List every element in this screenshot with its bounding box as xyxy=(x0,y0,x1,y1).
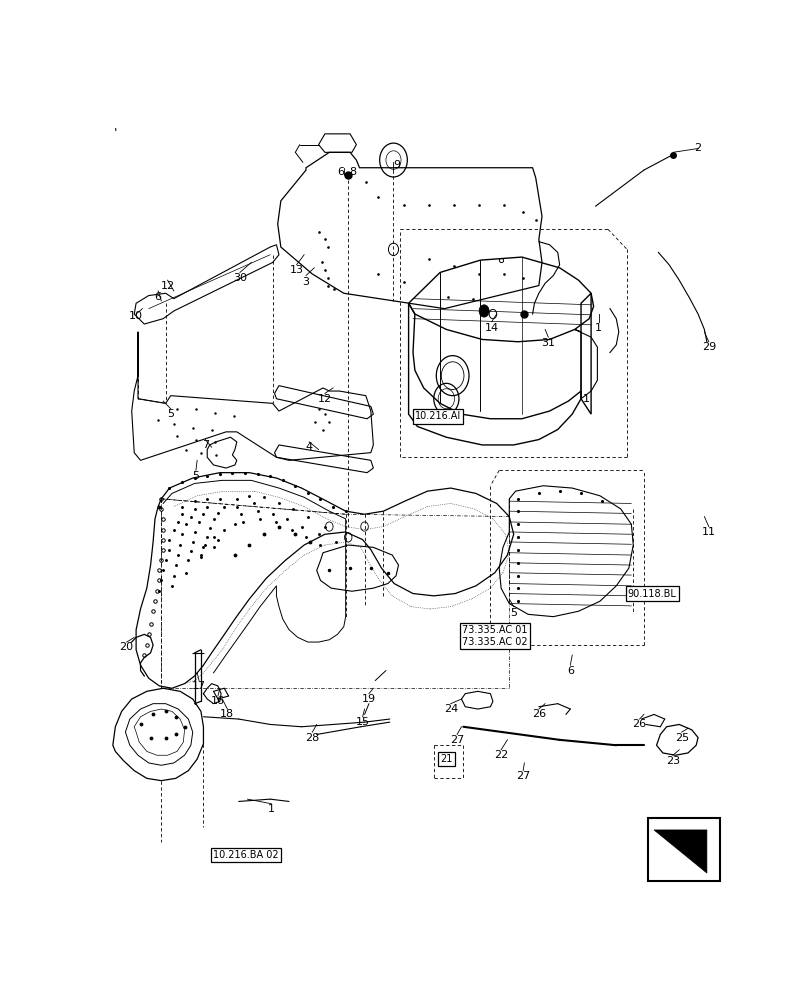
Text: 23: 23 xyxy=(665,756,679,766)
Text: 27: 27 xyxy=(515,771,530,781)
Text: 5: 5 xyxy=(192,471,200,481)
Text: 11: 11 xyxy=(701,527,714,537)
Text: 17: 17 xyxy=(191,681,206,691)
Text: 21: 21 xyxy=(440,754,452,764)
Text: 6: 6 xyxy=(154,292,161,302)
Text: 18: 18 xyxy=(220,709,234,719)
Text: 30: 30 xyxy=(233,273,247,283)
Text: 5: 5 xyxy=(167,409,174,419)
Text: 12: 12 xyxy=(161,281,174,291)
Text: 29: 29 xyxy=(701,342,715,352)
Text: 1: 1 xyxy=(594,323,602,333)
Text: 10.216.AI: 10.216.AI xyxy=(414,411,461,421)
Text: 15: 15 xyxy=(355,717,369,727)
Text: 7: 7 xyxy=(201,440,208,450)
Text: 5: 5 xyxy=(509,608,517,618)
Text: 6: 6 xyxy=(566,666,573,676)
Text: 10: 10 xyxy=(129,311,143,321)
Text: 22: 22 xyxy=(493,750,508,760)
Text: 2: 2 xyxy=(693,143,701,153)
Text: 10.216.BA 02: 10.216.BA 02 xyxy=(213,850,279,860)
Text: 27: 27 xyxy=(449,735,464,745)
Polygon shape xyxy=(653,830,706,873)
Text: 4: 4 xyxy=(305,442,312,452)
Text: 28: 28 xyxy=(305,733,319,743)
Text: 8: 8 xyxy=(350,167,356,177)
Text: 31: 31 xyxy=(541,338,555,348)
Text: 1: 1 xyxy=(581,394,589,404)
Text: 1: 1 xyxy=(268,804,275,814)
Text: 16: 16 xyxy=(211,696,225,706)
Circle shape xyxy=(478,305,488,317)
Text: 19: 19 xyxy=(362,694,375,704)
Text: 6: 6 xyxy=(337,167,344,177)
Text: 25: 25 xyxy=(674,733,688,743)
Text: 20: 20 xyxy=(119,642,134,652)
Text: 14: 14 xyxy=(484,323,498,333)
Text: 3: 3 xyxy=(303,277,309,287)
Text: 90.118.BL: 90.118.BL xyxy=(627,589,676,599)
Text: 13: 13 xyxy=(290,265,303,275)
Text: 24: 24 xyxy=(443,704,457,714)
Text: 26: 26 xyxy=(531,709,545,719)
Text: 9: 9 xyxy=(393,160,401,170)
Bar xyxy=(647,818,719,881)
Text: ': ' xyxy=(114,127,117,140)
Text: 26: 26 xyxy=(632,719,646,729)
Text: 12: 12 xyxy=(317,394,332,404)
Text: 73.335.AC 01
73.335.AC 02: 73.335.AC 01 73.335.AC 02 xyxy=(461,625,527,647)
